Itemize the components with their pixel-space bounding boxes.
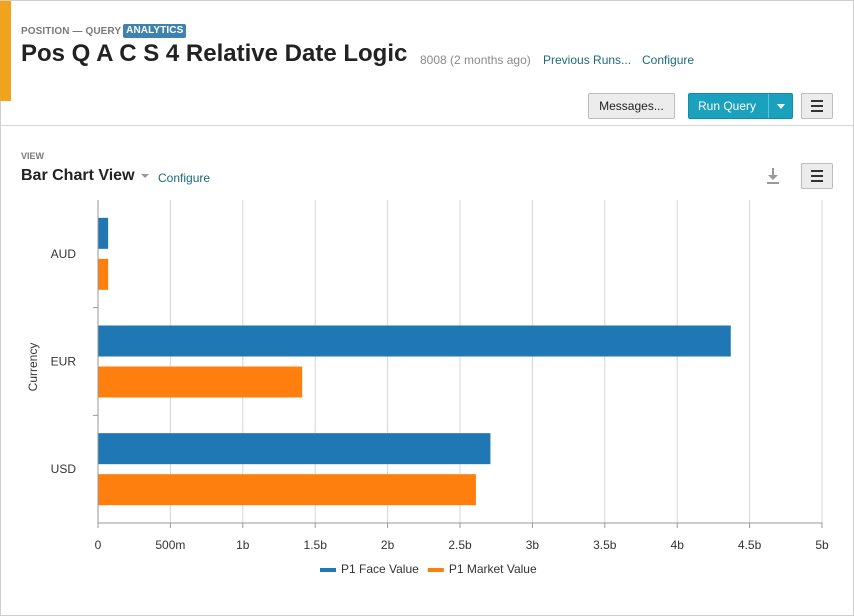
x-tick-label: 2b bbox=[381, 538, 395, 552]
x-tick-label: 4b bbox=[671, 538, 685, 552]
x-tick-label: 5b bbox=[815, 538, 829, 552]
query-header: POSITION — QUERY ANALYTICS Pos Q A C S 4… bbox=[0, 0, 854, 126]
menu-icon bbox=[811, 100, 823, 112]
query-menu-button[interactable] bbox=[801, 93, 833, 119]
download-icon[interactable] bbox=[764, 166, 782, 186]
run-meta: 8008 (2 months ago) bbox=[420, 53, 531, 67]
menu-icon bbox=[811, 170, 823, 182]
configure-view-link[interactable]: Configure bbox=[158, 171, 210, 185]
x-tick-label: 0 bbox=[95, 538, 102, 552]
page-title: Pos Q A C S 4 Relative Date Logic bbox=[21, 40, 407, 68]
legend-swatch bbox=[428, 568, 444, 572]
view-selector[interactable]: Bar Chart View bbox=[21, 167, 149, 185]
legend-label[interactable]: P1 Face Value bbox=[341, 562, 419, 576]
view-menu-button[interactable] bbox=[801, 163, 833, 189]
run-query-button[interactable]: Run Query bbox=[688, 93, 793, 119]
bar-eur-0[interactable] bbox=[98, 326, 731, 357]
run-query-dropdown[interactable] bbox=[768, 94, 792, 118]
x-tick-label: 2.5b bbox=[448, 538, 472, 552]
chart-legend: P1 Face Value P1 Market Value bbox=[320, 562, 537, 576]
x-tick-label: 3.5b bbox=[593, 538, 617, 552]
previous-runs-link[interactable]: Previous Runs... bbox=[543, 53, 631, 67]
legend-swatch bbox=[320, 568, 336, 572]
messages-button[interactable]: Messages... bbox=[588, 93, 675, 119]
bar-aud-1[interactable] bbox=[98, 259, 108, 290]
analytics-badge: ANALYTICS bbox=[123, 24, 186, 38]
bar-aud-0[interactable] bbox=[98, 218, 108, 249]
caret-down-icon bbox=[777, 104, 785, 109]
bar-eur-1[interactable] bbox=[98, 367, 302, 398]
breadcrumb: POSITION — QUERY ANALYTICS bbox=[21, 24, 186, 38]
bar-usd-1[interactable] bbox=[98, 474, 476, 505]
x-tick-label: 1b bbox=[236, 538, 250, 552]
caret-down-icon bbox=[141, 174, 149, 178]
y-axis-label: Currency bbox=[26, 343, 40, 392]
chart-bars bbox=[98, 218, 731, 505]
y-tick-label: AUD bbox=[51, 247, 77, 261]
breadcrumb-text: POSITION — QUERY bbox=[21, 26, 121, 37]
x-tick-label: 4.5b bbox=[738, 538, 762, 552]
x-tick-label: 3b bbox=[526, 538, 540, 552]
configure-query-link[interactable]: Configure bbox=[642, 53, 694, 67]
view-title: Bar Chart View bbox=[21, 167, 135, 185]
y-tick-label: EUR bbox=[51, 355, 77, 369]
x-tick-label: 1.5b bbox=[304, 538, 328, 552]
x-tick-label: 500m bbox=[155, 538, 185, 552]
y-tick-label: USD bbox=[51, 462, 77, 476]
bar-chart: 0 500m 1b 1.5b 2b 2.5b 3b 3.5b 4b 4.5b 5b AUD EUR USD… bbox=[0, 190, 854, 590]
legend-label[interactable]: P1 Market Value bbox=[449, 562, 537, 576]
view-eyebrow: VIEW bbox=[21, 151, 44, 161]
bar-usd-0[interactable] bbox=[98, 433, 490, 464]
accent-bar bbox=[0, 1, 11, 101]
run-query-label: Run Query bbox=[689, 99, 769, 113]
